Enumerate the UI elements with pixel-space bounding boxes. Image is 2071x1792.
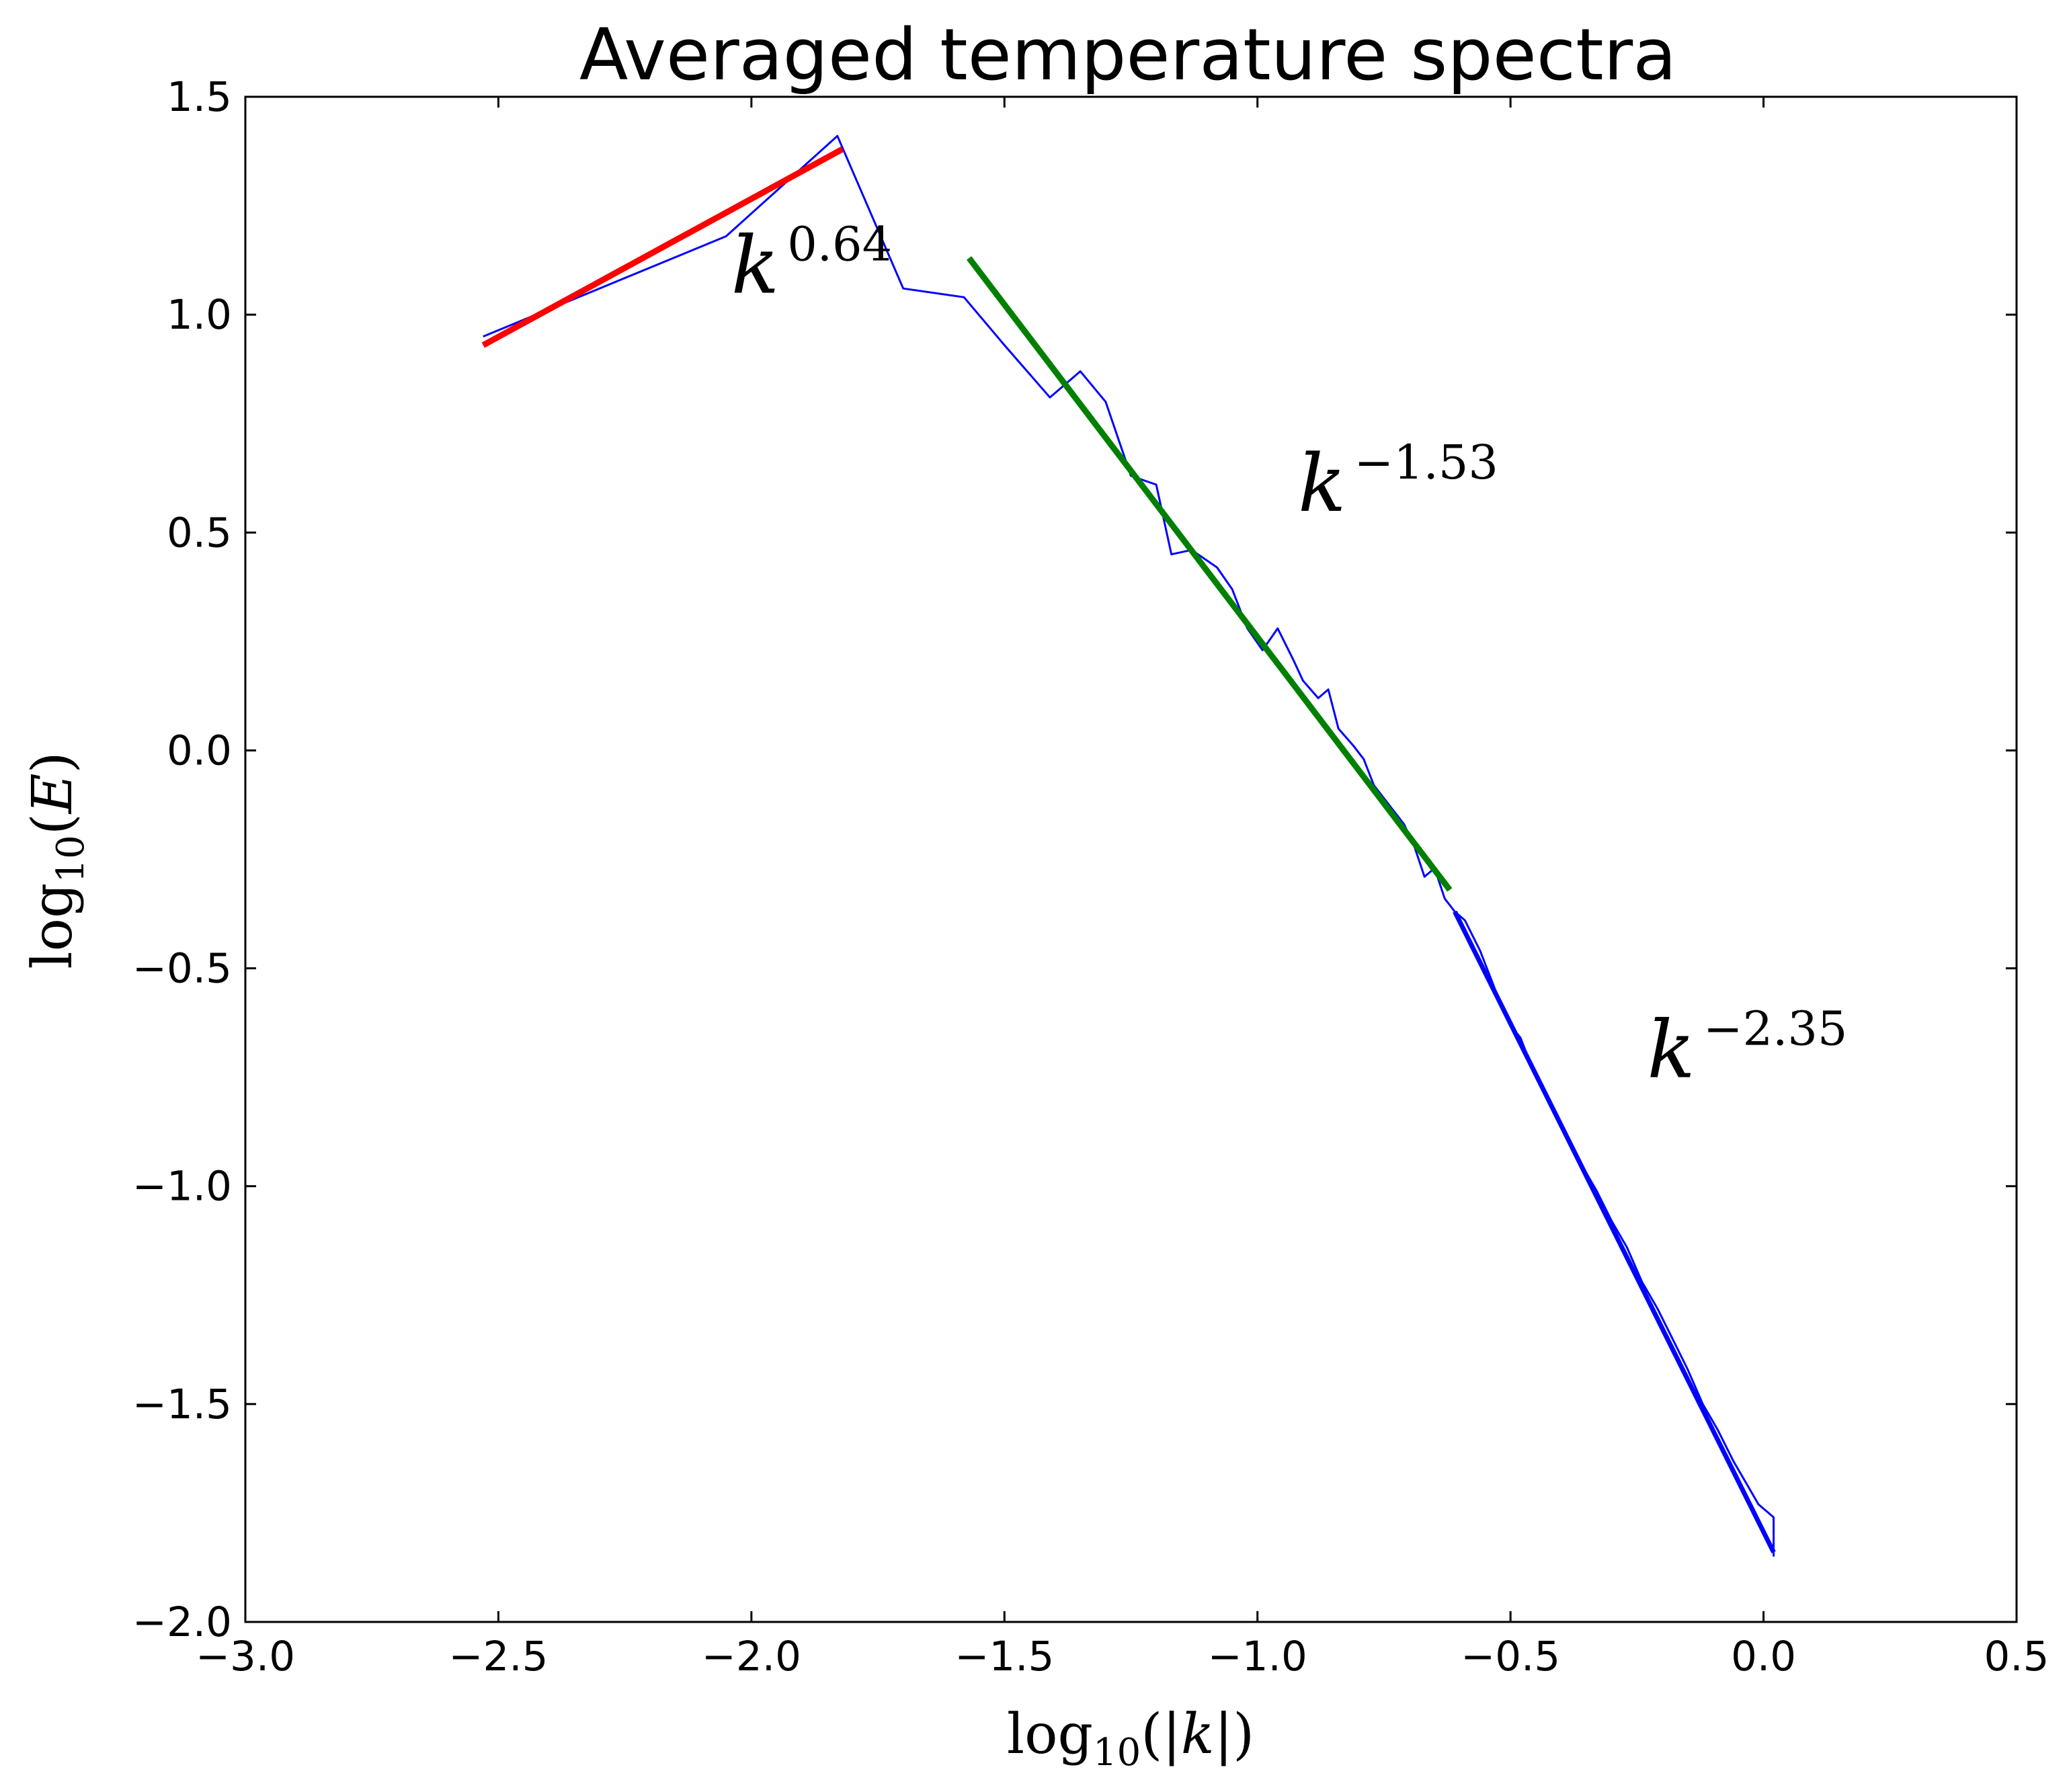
x-axis-label-open: (| (1141, 1703, 1181, 1766)
x-tick-label: 0.0 (1731, 1633, 1796, 1680)
y-tick-label: 0.0 (167, 727, 232, 774)
y-tick-label: −2.0 (132, 1598, 232, 1646)
y-tick-label: 1.0 (167, 291, 232, 339)
power-law-annotation: k 0.64 (731, 217, 892, 312)
power-law-annotation: k −1.53 (1298, 435, 1498, 530)
series-3-line (1453, 910, 1776, 1553)
ticks-layer: −3.0 −2.5 −2.0 −1.5 −1.0 −0.5 0.0 0.5 −2.0 −1.5 −1… (132, 73, 2049, 1680)
y-tick-label: 1.5 (167, 73, 232, 121)
y-axis-label-subscript: 10 (49, 835, 93, 883)
annotations-layer: k 0.64k −1.53k −2.35 (731, 217, 1848, 1096)
x-axis-label-close: |) (1215, 1703, 1255, 1766)
y-axis-label-prefix: log (21, 883, 85, 969)
x-axis-label-subscript: 10 (1093, 1731, 1141, 1775)
y-axis-label-close: ) (21, 751, 85, 773)
series-2-line (967, 256, 1453, 892)
y-tick-label: −0.5 (132, 945, 232, 993)
x-tick-label: −1.5 (955, 1633, 1054, 1680)
y-axis-label-open: ( (21, 813, 85, 835)
y-tick-label: 0.5 (167, 509, 232, 557)
series-1-line (481, 146, 844, 348)
annotation-base: k (1647, 1004, 1695, 1096)
y-tick-label: −1.0 (132, 1163, 232, 1211)
chart-title: Averaged temperature spectra (579, 13, 1676, 96)
x-tick-label: −2.5 (448, 1633, 548, 1680)
plot-frame (244, 95, 2018, 1623)
annotation-exponent: 0.64 (787, 217, 892, 272)
annotation-base: k (1298, 437, 1346, 530)
x-tick-label: −2.0 (702, 1633, 801, 1680)
x-axis-label-prefix: log (1007, 1703, 1093, 1766)
x-tick-label: 0.5 (1984, 1633, 2049, 1680)
y-tick-label: −1.5 (132, 1381, 232, 1428)
series-layer (481, 134, 1776, 1557)
annotation-exponent: −2.35 (1703, 1002, 1848, 1057)
annotation-base: k (731, 219, 780, 312)
x-tick-label: −0.5 (1461, 1633, 1560, 1680)
power-law-annotation: k −2.35 (1647, 1002, 1847, 1096)
x-axis-label-variable: k (1181, 1703, 1215, 1766)
x-tick-label: −1.0 (1208, 1633, 1307, 1680)
y-axis-label: log10(E) (21, 751, 93, 969)
y-axis-label-variable: E (21, 773, 85, 815)
x-axis-label: log10(|k|) (1007, 1703, 1254, 1775)
annotation-exponent: −1.53 (1354, 435, 1498, 490)
x-tick-label: −3.0 (196, 1633, 295, 1680)
